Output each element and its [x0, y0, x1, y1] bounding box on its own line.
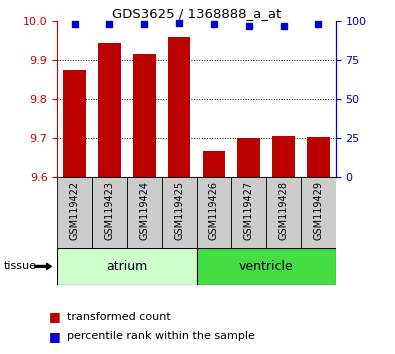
Bar	[168, 37, 190, 177]
Bar	[63, 70, 86, 177]
Bar	[272, 136, 295, 177]
Bar	[127, 177, 162, 248]
Bar	[197, 177, 231, 248]
Text: GSM119423: GSM119423	[105, 181, 115, 240]
Text: ■: ■	[49, 310, 61, 323]
Bar	[162, 177, 197, 248]
Bar	[203, 150, 225, 177]
Text: GSM119428: GSM119428	[278, 181, 288, 240]
Bar	[92, 177, 127, 248]
Bar	[98, 43, 121, 177]
Text: GSM119426: GSM119426	[209, 181, 219, 240]
Text: ■: ■	[49, 330, 61, 343]
Bar	[231, 177, 266, 248]
Text: atrium: atrium	[106, 260, 147, 273]
Text: transformed count: transformed count	[67, 312, 171, 322]
Text: GSM119424: GSM119424	[139, 181, 149, 240]
Bar	[266, 177, 301, 248]
Title: GDS3625 / 1368888_a_at: GDS3625 / 1368888_a_at	[112, 7, 281, 20]
Bar	[197, 248, 336, 285]
Bar	[57, 177, 92, 248]
Bar	[307, 137, 330, 177]
Text: ventricle: ventricle	[239, 260, 293, 273]
Text: percentile rank within the sample: percentile rank within the sample	[67, 331, 255, 341]
Bar	[133, 55, 156, 177]
Text: tissue: tissue	[4, 261, 37, 272]
Text: GSM119429: GSM119429	[313, 181, 324, 240]
Text: GSM119425: GSM119425	[174, 181, 184, 240]
Bar	[237, 138, 260, 177]
Bar	[301, 177, 336, 248]
Bar	[57, 248, 197, 285]
Text: GSM119422: GSM119422	[70, 181, 80, 240]
Text: GSM119427: GSM119427	[244, 181, 254, 240]
